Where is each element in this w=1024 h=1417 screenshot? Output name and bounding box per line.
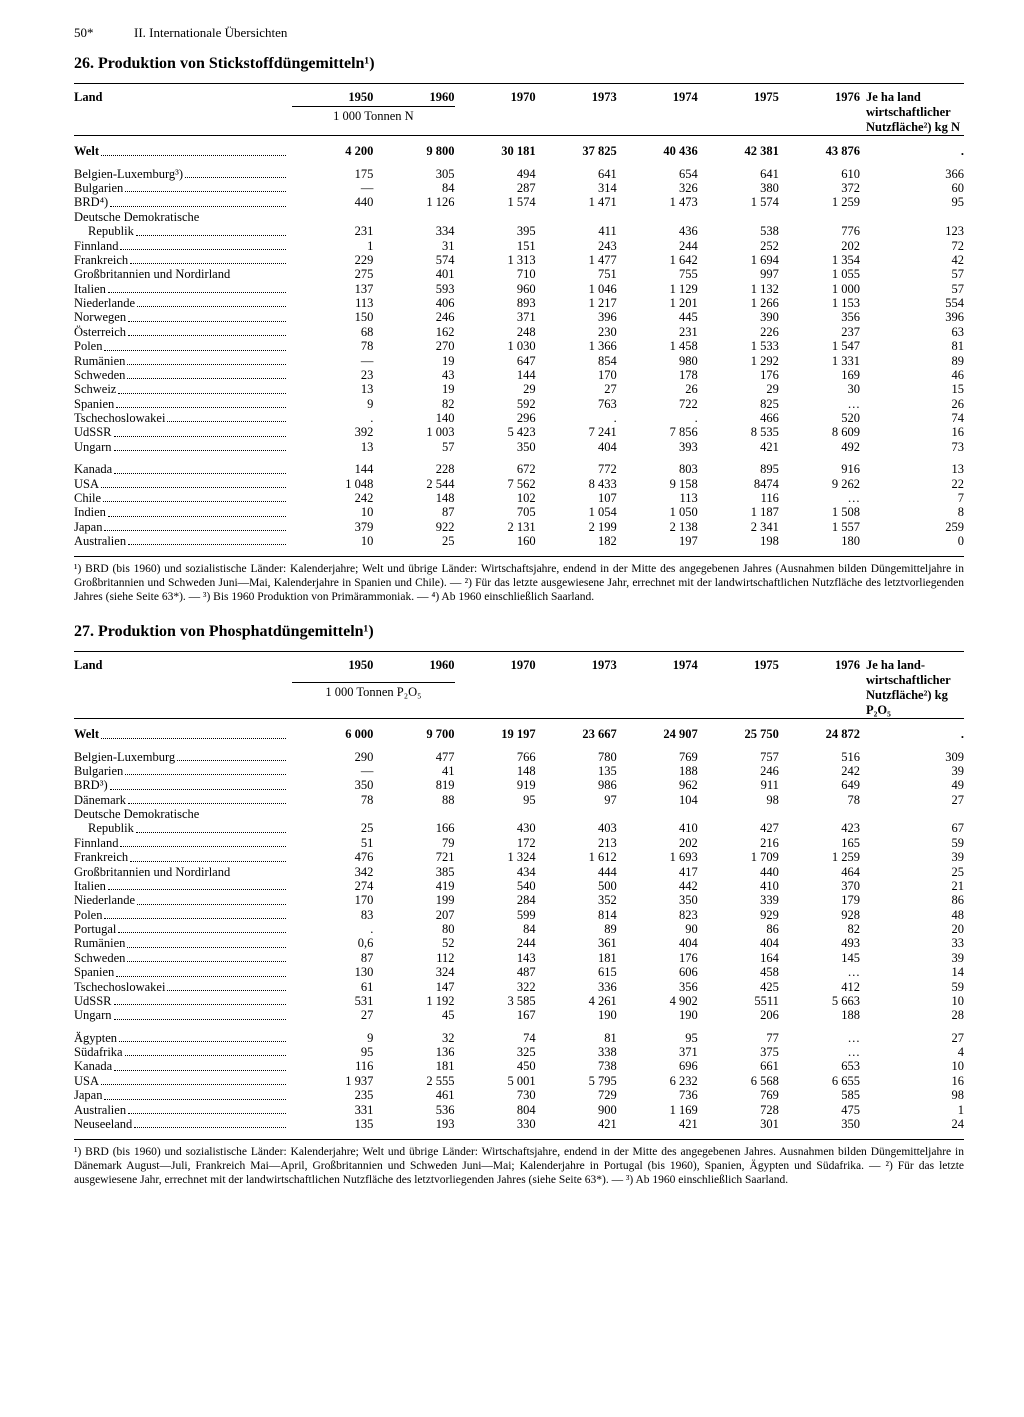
table26: Land1950196019701973197419751976Je ha la…	[74, 84, 964, 556]
table26-footnote: ¹) BRD (bis 1960) und sozialistische Län…	[74, 563, 964, 604]
page-number: 50*	[74, 26, 134, 41]
table26-title: 26. Produktion von Stickstoffdüngemittel…	[74, 55, 964, 73]
rule	[74, 556, 964, 557]
rule	[74, 1139, 964, 1140]
page-header: 50* II. Internationale Übersichten	[74, 26, 964, 41]
table27: Land1950196019701973197419751976Je ha la…	[74, 652, 964, 1139]
table27-footnote: ¹) BRD (bis 1960) und sozialistische Län…	[74, 1146, 964, 1187]
table27-title: 27. Produktion von Phosphatdüngemitteln¹…	[74, 623, 964, 641]
section-label: II. Internationale Übersichten	[134, 26, 287, 41]
